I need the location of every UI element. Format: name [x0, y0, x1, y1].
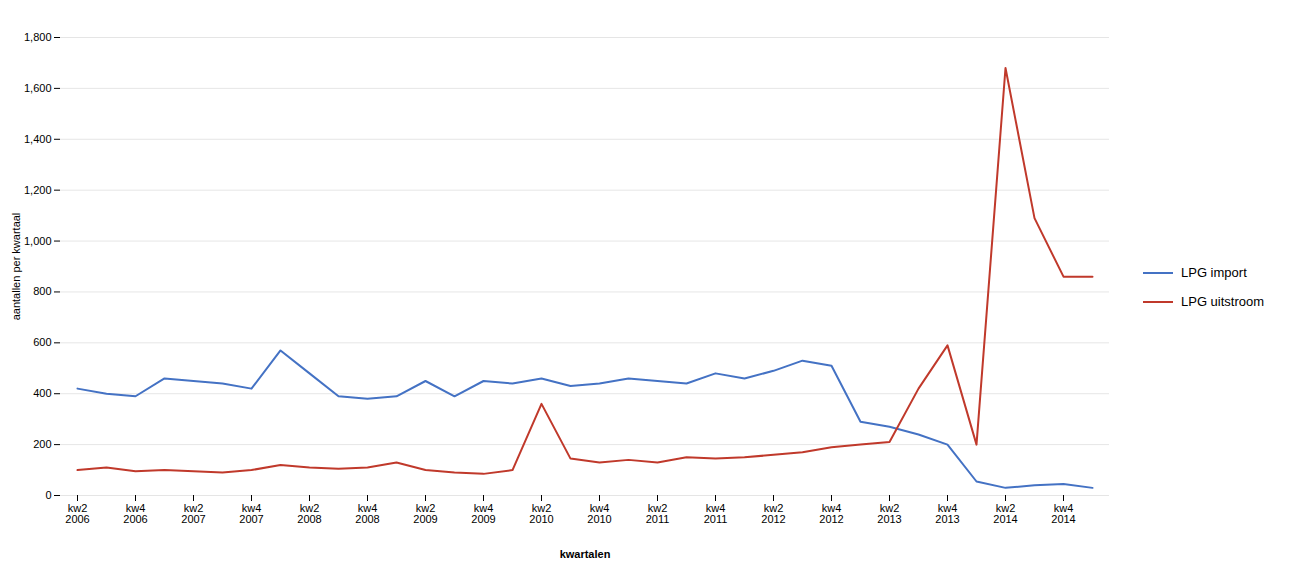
svg-text:kw42014: kw42014	[1051, 502, 1075, 525]
svg-text:kw22006: kw22006	[65, 502, 89, 525]
svg-text:kw42007: kw42007	[239, 502, 263, 525]
svg-text:200: 200	[33, 438, 51, 450]
svg-text:1,200: 1,200	[24, 184, 52, 196]
svg-text:kwartalen: kwartalen	[560, 548, 611, 560]
svg-text:aantallen per kwartaal: aantallen per kwartaal	[10, 213, 22, 321]
svg-text:1,800: 1,800	[24, 31, 52, 43]
svg-text:kw42009: kw42009	[471, 502, 495, 525]
svg-text:1,000: 1,000	[24, 235, 52, 247]
svg-text:kw22010: kw22010	[529, 502, 553, 525]
html-text:LPG uitstroom: LPG uitstroom	[1181, 294, 1265, 309]
svg-text:600: 600	[33, 336, 51, 348]
svg-text:kw22008: kw22008	[297, 502, 321, 525]
svg-text:kw42010: kw42010	[587, 502, 611, 525]
svg-text:kw22012: kw22012	[761, 502, 785, 525]
svg-text:kw42011: kw42011	[704, 502, 728, 525]
svg-text:0: 0	[45, 489, 51, 501]
svg-text:kw42013: kw42013	[935, 502, 959, 525]
svg-text:kw42012: kw42012	[819, 502, 843, 525]
svg-text:kw22014: kw22014	[993, 502, 1017, 525]
svg-text:1,600: 1,600	[24, 82, 52, 94]
svg-text:800: 800	[33, 285, 51, 297]
svg-text:400: 400	[33, 387, 51, 399]
svg-text:kw22007: kw22007	[181, 502, 205, 525]
svg-text:kw22011: kw22011	[646, 502, 670, 525]
svg-text:kw22013: kw22013	[877, 502, 901, 525]
svg-text:kw42008: kw42008	[355, 502, 379, 525]
svg-text:kw22009: kw22009	[413, 502, 437, 525]
svg-text:kw42006: kw42006	[123, 502, 147, 525]
svg-text:1,400: 1,400	[24, 133, 52, 145]
html-text:LPG import: LPG import	[1181, 265, 1247, 280]
